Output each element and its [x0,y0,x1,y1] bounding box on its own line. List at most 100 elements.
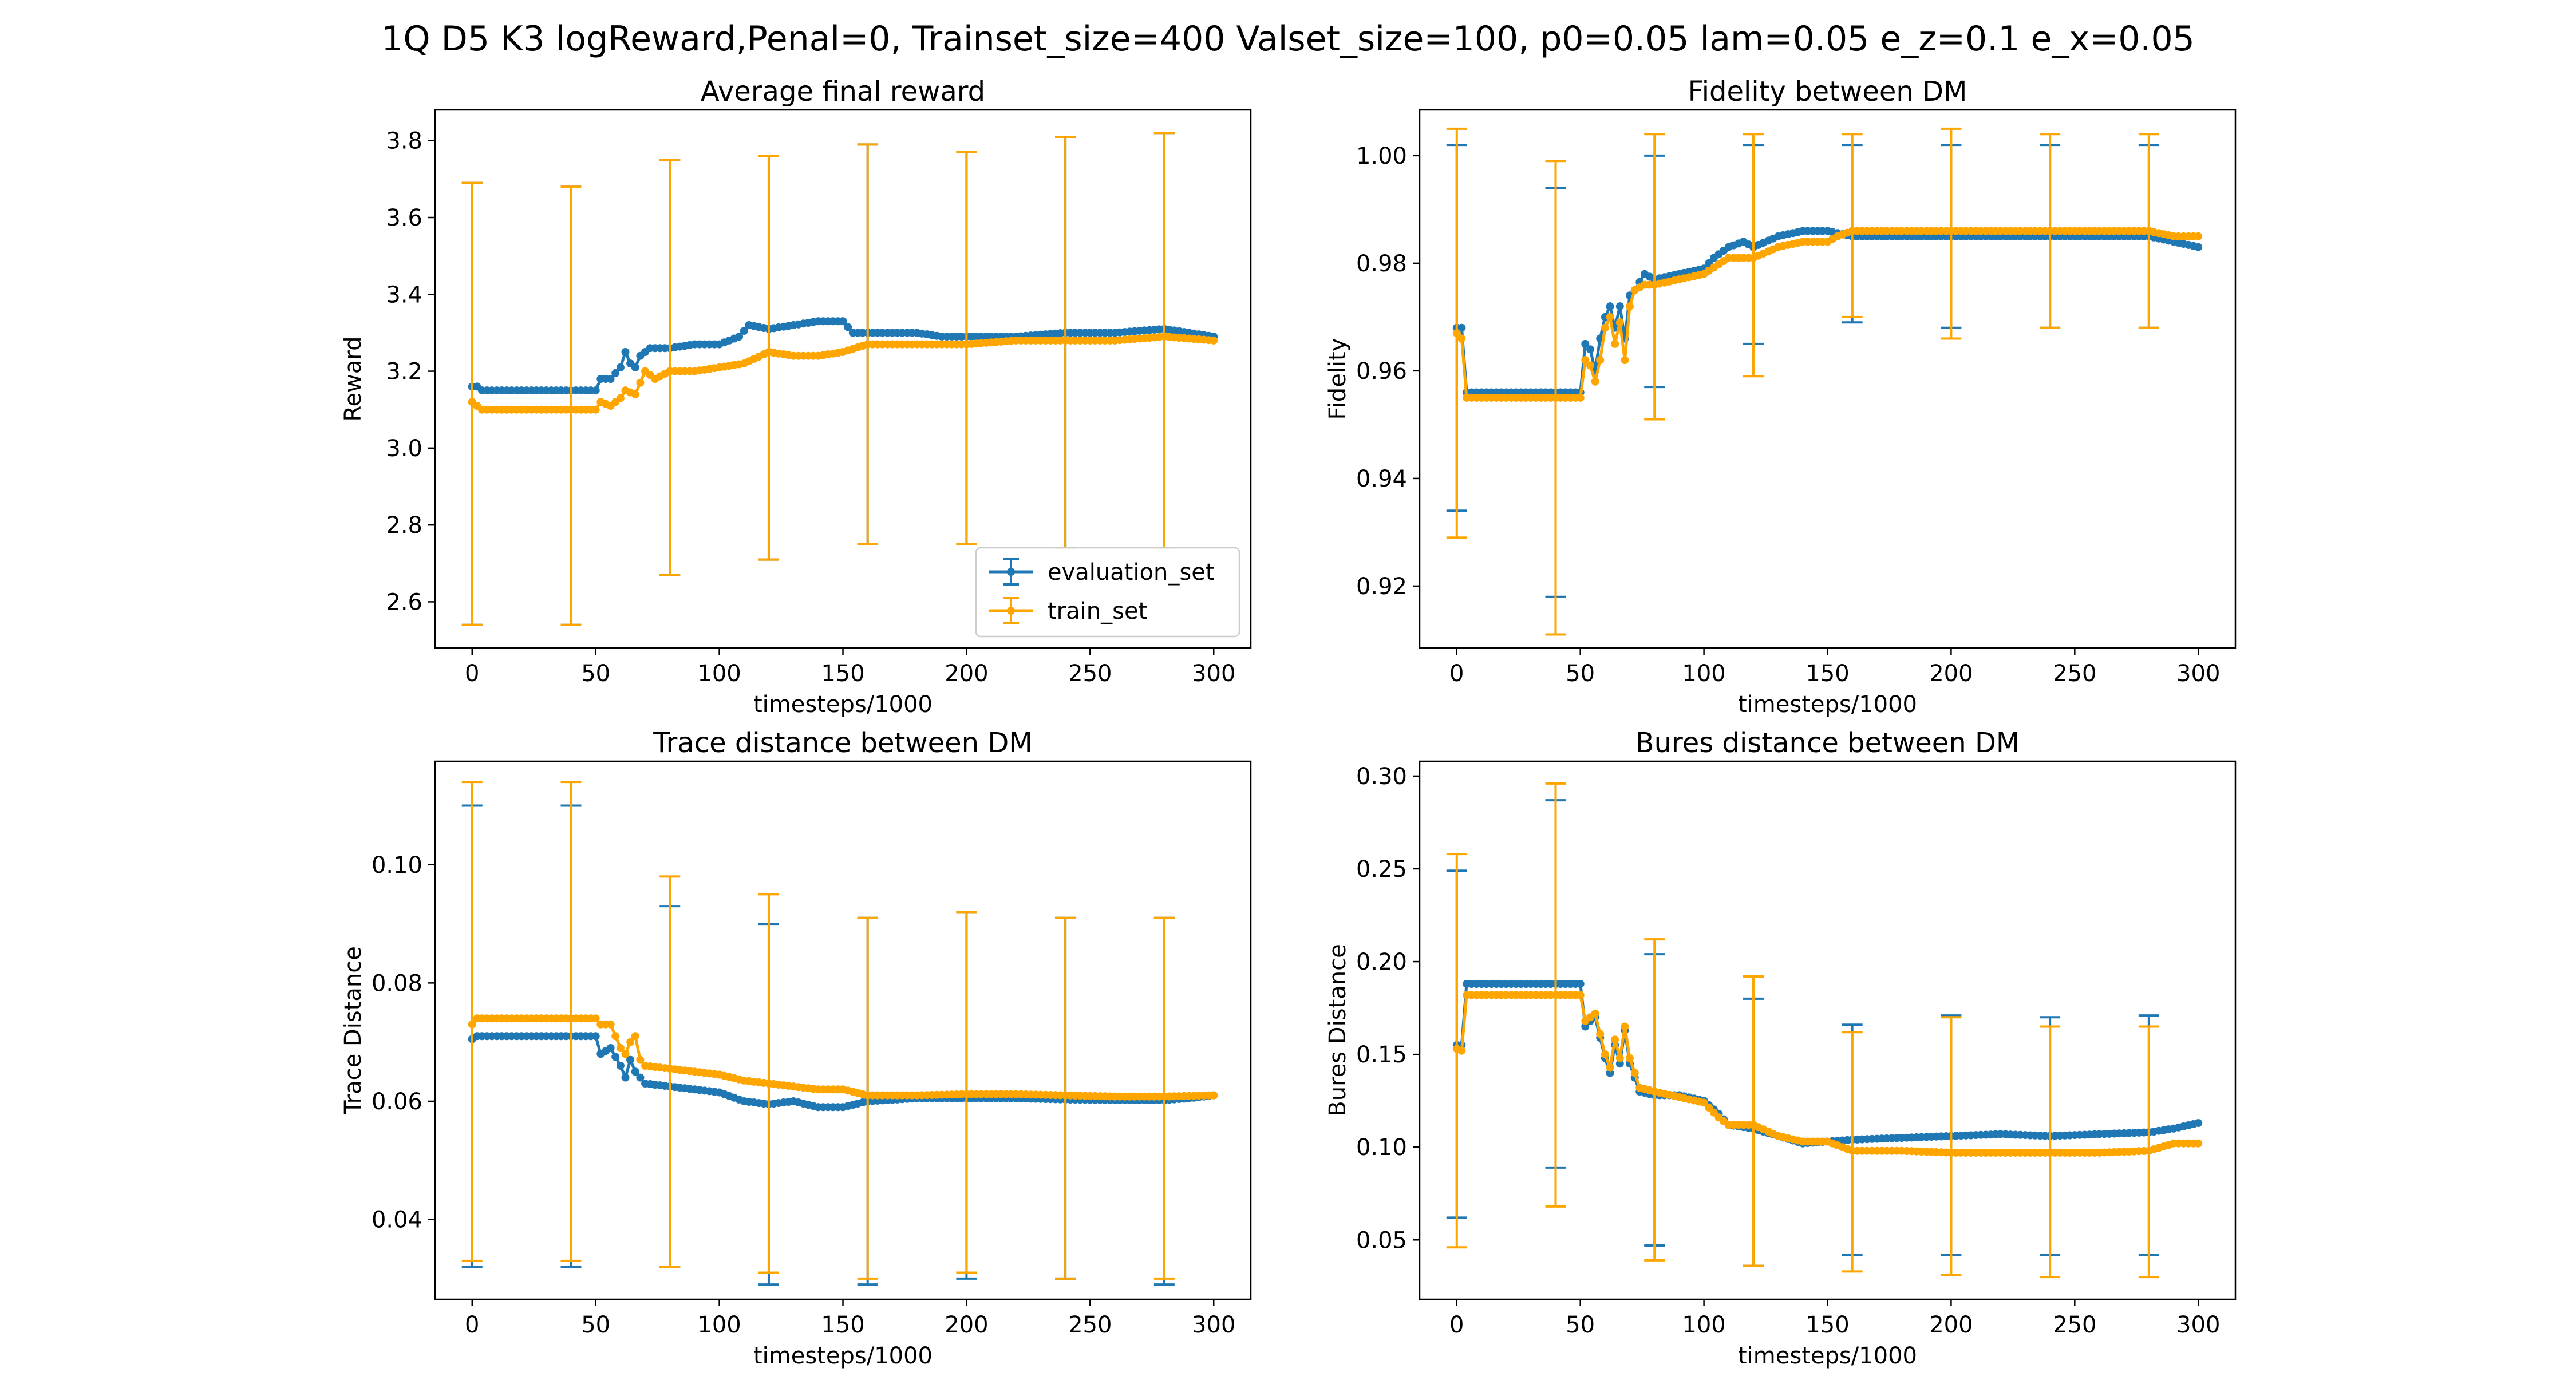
data-point [606,1044,615,1052]
data-point [611,1053,620,1061]
y-axis-label: Fidelity [1325,338,1351,420]
y-tick-label: 3.2 [386,359,422,385]
data-point [1452,329,1461,338]
data-point [1611,339,1619,348]
data-point [1709,1108,1718,1117]
data-point [1581,356,1590,365]
data-point [740,327,748,335]
legend-marker [1007,607,1015,615]
x-tick-label: 100 [697,1312,741,1338]
x-tick-label: 200 [945,661,988,687]
legend-label: train_set [1048,598,1147,624]
data-point [839,317,847,326]
data-point [2194,1139,2203,1148]
x-tick-label: 50 [581,1312,610,1338]
x-tick-label: 250 [2053,1312,2096,1338]
y-tick-label: 2.8 [386,512,422,539]
data-point [1210,336,1218,345]
subplot-4: Bures distance between DM 0 50 100 150 200 250… [1325,727,2237,1369]
subplot-1: Average final reward 0 50 100 150 200 250 300 2.… [340,76,1252,718]
data-point [1606,313,1614,321]
y-tick-label: 0.10 [372,852,422,879]
x-tick-label: 250 [1068,661,1112,687]
data-point [616,1044,625,1052]
legend: evaluation_set train_set [975,547,1240,638]
legend-label: evaluation_set [1048,559,1215,586]
y-tick-label: 0.92 [1356,574,1407,600]
x-tick-label: 300 [1192,661,1235,687]
x-tick-label: 0 [465,1312,479,1338]
y-tick-label: 3.8 [386,128,422,155]
x-tick-label: 200 [1929,661,1973,687]
data-point [1615,318,1624,327]
x-tick-label: 250 [2053,661,2096,687]
data-point [2194,243,2203,251]
data-point [1596,356,1605,365]
y-tick-label: 0.04 [372,1207,422,1233]
data-point [636,1073,645,1082]
y-tick-label: 0.06 [372,1089,422,1115]
data-point [844,323,852,331]
subplot-title: Trace distance between DM [653,727,1032,759]
data-point [735,333,744,341]
data-point [1576,991,1585,999]
y-tick-label: 0.15 [1356,1042,1407,1068]
data-point [611,1032,620,1041]
data-point [621,1073,630,1082]
data-point [1457,1046,1466,1055]
data-point [1630,1069,1639,1077]
data-point [591,386,600,395]
data-point [1606,1069,1614,1077]
data-point [626,1055,635,1064]
y-tick-label: 3.6 [386,205,422,231]
subplot-title: Fidelity between DM [1688,76,1967,108]
x-tick-label: 100 [1682,1312,1725,1338]
legend-frame [975,547,1240,638]
data-point [1596,1030,1605,1038]
data-point [1601,1050,1609,1059]
x-tick-label: 150 [821,661,864,687]
subplot-2: Fidelity between DM 0 50 100 150 200 250 300 0.9… [1325,76,2237,718]
data-point [591,405,600,414]
y-tick-label: 3.0 [386,436,422,462]
series-train-set [461,781,1218,1280]
x-axis-label: timesteps/1000 [1738,1343,1917,1369]
y-tick-label: 0.05 [1356,1227,1407,1254]
x-tick-label: 50 [1566,661,1595,687]
x-tick-label: 100 [697,661,741,687]
data-point [1615,1059,1624,1068]
y-tick-label: 0.96 [1356,358,1407,385]
y-tick-label: 0.98 [1356,251,1407,277]
x-tick-label: 0 [465,661,479,687]
x-axis-label: timesteps/1000 [753,1343,933,1369]
data-point [616,394,625,402]
y-axis-label: Reward [340,337,366,422]
subplot-title: Bures distance between DM [1635,727,2020,759]
y-tick-label: 0.94 [1356,466,1407,492]
data-point [621,348,630,356]
x-tick-label: 250 [1068,1312,1112,1338]
data-point [636,1055,645,1064]
data-point [1591,377,1599,386]
subplot-title: Average final reward [701,76,985,108]
x-tick-label: 300 [2176,661,2220,687]
data-point [1586,345,1594,354]
legend-marker [1007,568,1015,576]
data-point [631,390,639,398]
data-point [636,378,645,387]
series-train-set [461,132,1218,626]
y-axis-label: Trace Distance [340,946,366,1115]
data-point [1457,323,1466,332]
data-point [1581,339,1590,348]
data-point [621,1050,630,1058]
y-tick-label: 2.6 [386,589,422,615]
data-point [2194,232,2203,240]
y-tick-label: 1.00 [1356,143,1407,169]
subplot-3: Trace distance between DM 0 50 100 150 200 250… [340,727,1252,1369]
axes-frame [1419,760,2237,1300]
data-point [591,1014,600,1023]
data-point [591,1032,600,1041]
plot-area [461,781,1218,1286]
